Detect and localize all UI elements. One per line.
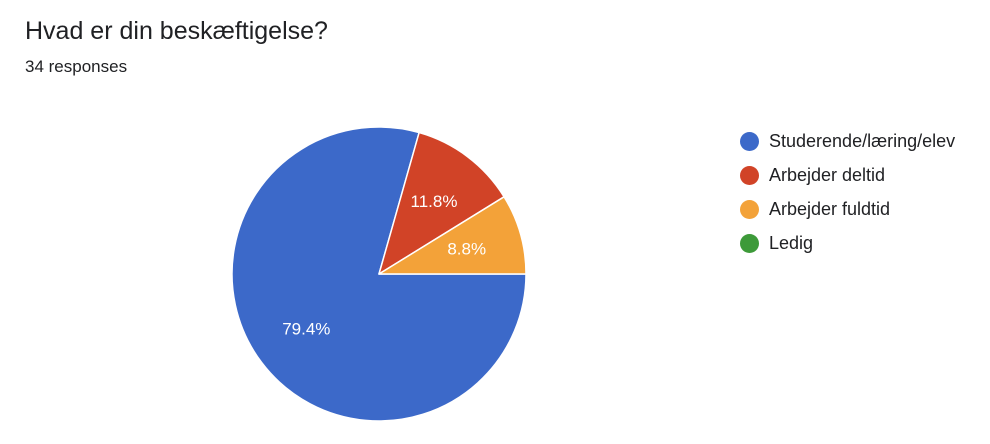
- legend-swatch-icon: [740, 233, 759, 253]
- pie-slice-1[interactable]: [378, 131, 505, 275]
- legend-item-arbejder-deltid[interactable]: Arbejder deltid: [740, 158, 955, 192]
- legend-label: Arbejder deltid: [769, 164, 886, 185]
- pie-slice-2[interactable]: [378, 196, 527, 275]
- response-count: 34 responses: [25, 57, 128, 76]
- legend-label: Ledig: [769, 232, 814, 253]
- legend-item-arbejder-fuldtid[interactable]: Arbejder fuldtid: [740, 192, 955, 226]
- slice-label-1: 11.8%: [411, 192, 458, 211]
- slice-label-0: 79.4%: [282, 320, 330, 339]
- slice-label-2: 8.8%: [447, 240, 486, 259]
- legend-label: Studerende/læring/elev: [769, 130, 956, 151]
- legend-item-ledig[interactable]: Ledig: [740, 226, 955, 260]
- legend-swatch-icon: [740, 131, 759, 151]
- legend-label: Arbejder fuldtid: [769, 198, 891, 219]
- pie-slice-0[interactable]: [231, 126, 527, 422]
- legend-swatch-icon: [740, 199, 759, 219]
- legend-swatch-icon: [740, 165, 759, 185]
- legend: Studerende/læring/elev Arbejder deltid A…: [740, 124, 955, 260]
- chart-title: Hvad er din beskæftigelse?: [25, 17, 328, 45]
- legend-item-studerende[interactable]: Studerende/læring/elev: [740, 124, 955, 158]
